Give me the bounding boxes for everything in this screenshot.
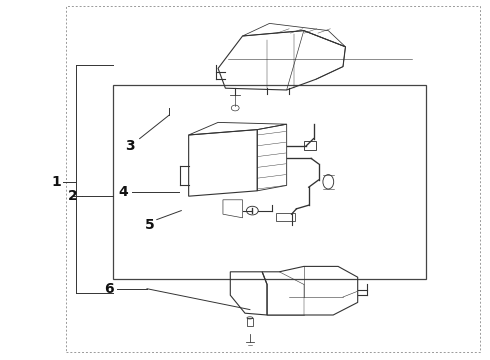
Bar (304, 141, 316, 150)
Text: 6: 6 (104, 282, 114, 296)
Text: 5: 5 (145, 218, 154, 231)
Text: 1: 1 (51, 175, 61, 189)
Text: 4: 4 (119, 185, 128, 198)
Text: 3: 3 (125, 139, 135, 153)
Bar (66, 6, 480, 352)
Text: 2: 2 (68, 189, 77, 203)
Bar (247, 318, 253, 326)
Bar (276, 213, 295, 221)
Bar (113, 85, 426, 279)
